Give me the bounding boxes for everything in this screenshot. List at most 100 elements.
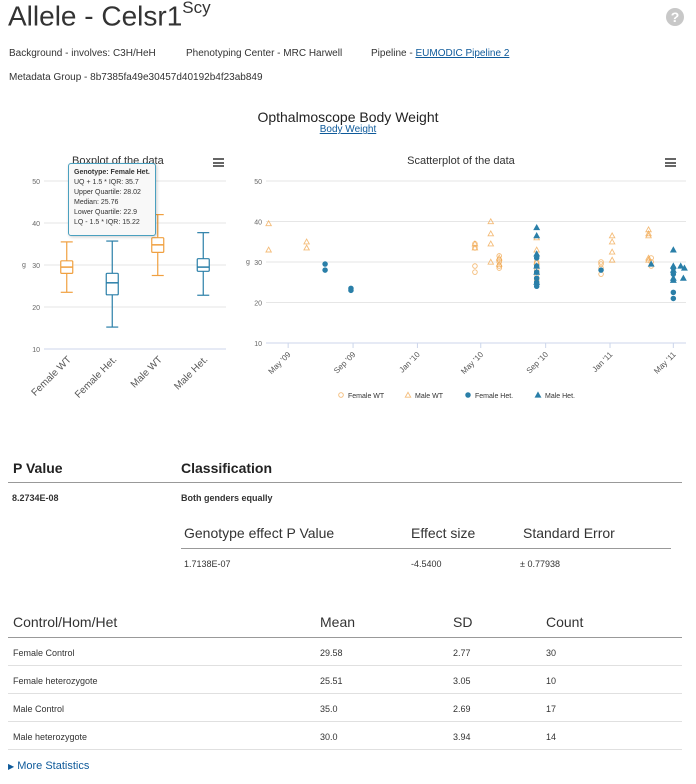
y-axis-label: g [246,259,250,266]
help-icon[interactable]: ? [666,8,684,26]
divider [8,637,682,638]
scatter-point [533,278,541,285]
legend-label: Male Het. [545,393,575,400]
background-info: Background - involves: C3H/HeH [9,48,156,59]
scatter-point [265,246,273,253]
scatter-point [598,261,604,267]
classification-value: Both genders equally [181,493,273,503]
row-divider [8,749,682,750]
boxplot-menu-icon[interactable] [213,158,224,167]
scatter-point [322,267,328,273]
y-tick-label: 10 [32,347,40,354]
scatter-point [303,244,311,251]
tooltip-line: UQ + 1.5 * IQR: 35.7 [74,179,139,186]
page-title: Allele - Celsr1Scy [8,0,211,32]
phenotyping-center-info: Phenotyping Center - MRC Harwell [186,48,343,59]
scatter-point [645,256,653,263]
y-tick-label: 50 [254,179,262,186]
x-tick-label: Male Het. [172,354,210,392]
scatter-point [303,238,311,245]
y-tick-label: 20 [254,301,262,308]
scatter-point [496,253,502,259]
stats-cell-count: 30 [546,648,557,658]
tooltip-line: Lower Quartile: 22.9 [74,209,138,216]
x-tick-label: May '10 [459,350,485,376]
stats-cell-count: 17 [546,704,557,714]
x-tick-label: May '09 [267,350,293,376]
scatter-point [598,267,604,273]
pipeline-link[interactable]: EUMODIC Pipeline 2 [415,48,510,59]
scatter-point [608,232,616,239]
metadata-group: Metadata Group - 8b7385fa49e30457d40192b… [9,72,263,83]
y-tick-label: 40 [254,220,262,227]
more-statistics-link[interactable]: ▶ More Statistics [8,760,90,772]
scatter-point [533,223,541,231]
scatter-point [487,217,495,225]
stats-cell-sd: 3.94 [453,732,471,742]
figure-subtitle: Body Weight [0,124,696,135]
legend-label: Female Het. [475,393,513,400]
scatter-point [487,230,495,237]
scatter-point [322,261,328,267]
scatter-point [533,232,541,239]
effect-header-error: Standard Error [523,525,615,541]
x-tick-label: May '11 [652,350,678,376]
scatter-point [265,219,273,227]
row-divider [8,665,682,666]
pvalue-value: 8.2734E-08 [12,493,59,503]
row-divider [8,721,682,722]
stats-cell-group: Female heterozygote [13,676,98,686]
stats-cell-group: Male Control [13,704,65,714]
scatter-point [608,256,616,263]
effect-pvalue: 1.7138E-07 [184,559,231,569]
divider [8,482,682,483]
stats-cell-mean: 35.0 [320,704,338,714]
effect-size: -4.5400 [411,559,442,569]
scatterplot-menu-icon[interactable] [665,158,676,167]
stats-cell-group: Female Control [13,648,75,658]
stats-cell-mean: 25.51 [320,676,343,686]
scatter-point [487,240,495,247]
scatter-point [533,250,541,257]
legend-marker [338,392,344,398]
scatter-point [472,269,478,275]
scatter-point [533,268,541,275]
effect-header-pvalue: Genotype effect P Value [184,525,335,541]
legend-marker [534,391,542,398]
stats-header-mean: Mean [320,614,356,630]
scatter-point [680,264,688,271]
y-axis-label: g [22,262,26,269]
figure-title: Opthalmoscope Body Weight [257,109,439,125]
stats-cell-group: Male heterozygote [13,732,88,742]
y-tick-label: 30 [32,263,40,270]
x-tick-label: Female Het. [73,354,119,400]
scatter-point [348,287,354,294]
x-tick-label: Sep '10 [525,350,551,376]
row-divider [8,693,682,694]
legend-label: Female WT [348,393,385,400]
y-tick-label: 30 [254,260,262,267]
scatter-point [472,263,478,269]
y-tick-label: 50 [32,179,40,186]
scatterplot-chart: 50 40 30 20 10 g May '09 Sep '09 Jan '10 May '10 S… [246,179,688,400]
y-tick-label: 40 [32,221,40,228]
scatter-point [608,248,616,255]
scatter-point [669,276,677,283]
stats-header-sd: SD [453,614,473,630]
scatter-point [679,274,687,281]
pipeline-info: Pipeline - EUMODIC Pipeline 2 [371,48,510,59]
x-tick-label: Jan '11 [590,350,614,374]
stats-header-group: Control/Hom/Het [13,614,118,630]
effect-std-error: ± 0.77938 [520,559,560,569]
pvalue-header: P Value [13,460,63,476]
box-body [196,258,210,272]
stats-cell-count: 10 [546,676,557,686]
scatter-point [471,244,479,251]
x-tick-label: Sep '09 [332,350,358,376]
body-weight-link[interactable]: Body Weight [319,124,377,135]
legend-label: Male WT [415,393,444,400]
scatter-point [669,246,677,253]
stats-cell-sd: 3.05 [453,676,471,686]
scatterplot-title: Scatterplot of the data [407,155,515,167]
boxplot-chart: 50 40 30 20 10 g Female WT Female Het. Male WT Ma… [22,179,226,401]
